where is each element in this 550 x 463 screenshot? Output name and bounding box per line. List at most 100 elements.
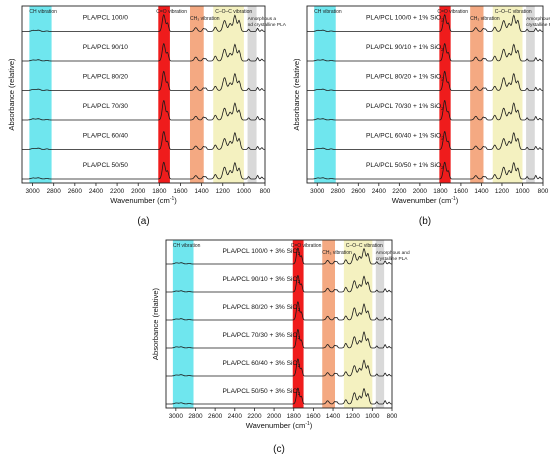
- plot-frame: [306, 5, 544, 184]
- series-label-0: PLA/PCL 100/0: [83, 15, 129, 22]
- x-tick-label-6: 1800: [433, 188, 448, 195]
- band-label-4-0: Amorphous and: [526, 16, 550, 22]
- spectrum-line-3: [22, 100, 265, 121]
- spectrum-line-2: [166, 301, 392, 321]
- x-tick-label-6: 1800: [152, 188, 167, 195]
- x-tick-label-3: 2400: [228, 413, 243, 420]
- series-label-5: PLA/PCL 50/50 + 3% SiO2: [223, 388, 301, 396]
- series-label-3: PLA/PCL 70/30 + 1% SiO2: [366, 103, 444, 111]
- band-1: [292, 240, 304, 408]
- series-label-5: PLA/PCL 50/50 + 1% SiO2: [366, 162, 444, 170]
- x-tick-label-7: 1600: [454, 188, 469, 195]
- spectrum-line-0: [307, 14, 543, 32]
- band-3: [343, 240, 373, 408]
- band-3: [213, 6, 244, 183]
- x-tick-label-3: 2400: [89, 188, 104, 195]
- spectrum-line-0: [22, 14, 265, 32]
- band-label-0: CH vibration: [29, 9, 57, 15]
- x-tick-label-10: 1000: [237, 188, 252, 195]
- x-tick-label-10: 1000: [515, 188, 530, 195]
- x-tick-label-9: 1200: [216, 188, 231, 195]
- series-label-2: PLA/PCL 80/20 + 1% SiO2: [366, 74, 444, 82]
- series-label-4: PLA/PCL 60/40 + 3% SiO2: [223, 360, 301, 368]
- x-tick-label-7: 1600: [306, 413, 321, 420]
- plot-frame: [165, 239, 393, 409]
- x-tick-label-8: 1400: [474, 188, 489, 195]
- x-tick-label-1: 2800: [188, 413, 203, 420]
- series-label-1: PLA/PCL 90/10 + 3% SiO2: [223, 276, 301, 284]
- x-tick-label-3: 2400: [372, 188, 387, 195]
- band-label-0: CH vibration: [314, 9, 342, 15]
- spectrum-line-0: [166, 247, 392, 265]
- panel-b: PLA/PCL 100/0 + 1% SiO2 PLA/PCL 90/10 + 1…: [292, 5, 550, 227]
- x-tick-label-8: 1400: [326, 413, 341, 420]
- x-axis-label: Wavenumber (cm-1): [392, 196, 459, 205]
- x-tick-label-0: 3000: [310, 188, 325, 195]
- spectrum-line-5: [307, 161, 543, 180]
- panel-c: PLA/PCL 100/0 + 3% SiO2 PLA/PCL 90/10 + 3…: [151, 239, 410, 455]
- band-label-3: C–O–C vibration: [495, 9, 532, 15]
- x-axis-label: Wavenumber (cm-1): [246, 421, 313, 430]
- band-label-4-1: crystalline PLA: [526, 22, 550, 28]
- band-2: [470, 6, 484, 183]
- x-tick-label-1: 2800: [331, 188, 346, 195]
- series-label-3: PLA/PCL 70/30: [83, 103, 129, 110]
- spectrum-line-1: [307, 43, 543, 62]
- panel-caption: (c): [273, 444, 285, 455]
- x-tick-label-11: 800: [387, 413, 398, 420]
- x-tick-label-4: 2200: [247, 413, 262, 420]
- x-tick-label-7: 1600: [173, 188, 188, 195]
- x-tick-label-4: 2200: [110, 188, 125, 195]
- x-tick-label-11: 800: [260, 188, 271, 195]
- spectrum-line-5: [22, 161, 265, 180]
- x-tick-label-11: 800: [538, 188, 549, 195]
- spectrum-line-3: [307, 100, 543, 121]
- x-tick-label-2: 2600: [208, 413, 223, 420]
- band-2: [322, 240, 336, 408]
- spectrum-line-4: [22, 131, 265, 150]
- x-tick-label-9: 1200: [346, 413, 361, 420]
- band-label-4-1: nd crystalline PLA: [248, 22, 287, 28]
- series-label-1: PLA/PCL 90/10 + 1% SiO2: [366, 44, 444, 52]
- x-tick-label-2: 2600: [68, 188, 83, 195]
- band-1: [439, 6, 451, 183]
- band-label-4-0: Amorphous and: [376, 250, 410, 256]
- x-axis-label: Wavenumber (cm-1): [110, 196, 177, 205]
- band-label-3: C–O–C vibration: [346, 243, 383, 249]
- series-label-3: PLA/PCL 70/30 + 3% SiO2: [223, 332, 301, 340]
- spectrum-line-2: [307, 70, 543, 91]
- series-label-2: PLA/PCL 80/20 + 3% SiO2: [223, 304, 301, 312]
- band-label-2: CH₃ vibration: [322, 250, 352, 256]
- series-label-1: PLA/PCL 90/10: [83, 44, 129, 51]
- panel-a: PLA/PCL 100/0 PLA/PCL 90/10 PLA/PCL 80/20 P…: [7, 5, 287, 227]
- band-3: [492, 6, 523, 183]
- y-axis-label: Absorbance (relative): [7, 58, 16, 131]
- x-tick-label-4: 2200: [392, 188, 407, 195]
- band-4: [526, 6, 535, 183]
- panel-caption: (a): [137, 216, 149, 227]
- band-2: [189, 6, 204, 183]
- x-tick-label-0: 3000: [25, 188, 40, 195]
- series-label-0: PLA/PCL 100/0 + 3% SiO2: [223, 248, 301, 256]
- x-tick-label-0: 3000: [169, 413, 184, 420]
- spectrum-line-1: [22, 43, 265, 62]
- x-tick-label-8: 1400: [194, 188, 209, 195]
- spectrum-line-5: [166, 387, 392, 405]
- band-1: [158, 6, 170, 183]
- series-label-5: PLA/PCL 50/50: [83, 162, 129, 169]
- band-label-3: C–O–C vibration: [215, 9, 252, 15]
- band-label-0: CH vibration: [173, 243, 201, 249]
- band-0: [314, 6, 336, 183]
- x-tick-label-5: 2000: [267, 413, 282, 420]
- spectrum-line-4: [307, 131, 543, 150]
- band-label-2: CH₃ vibration: [190, 16, 220, 22]
- plot-frame: [21, 5, 266, 184]
- x-tick-label-9: 1200: [495, 188, 510, 195]
- spectrum-line-1: [166, 275, 392, 293]
- band-0: [29, 6, 52, 183]
- series-label-4: PLA/PCL 60/40 + 1% SiO2: [366, 133, 444, 141]
- y-axis-label: Absorbance (relative): [292, 58, 301, 131]
- x-tick-label-10: 1000: [365, 413, 380, 420]
- band-label-1: C=O vibration: [291, 243, 322, 249]
